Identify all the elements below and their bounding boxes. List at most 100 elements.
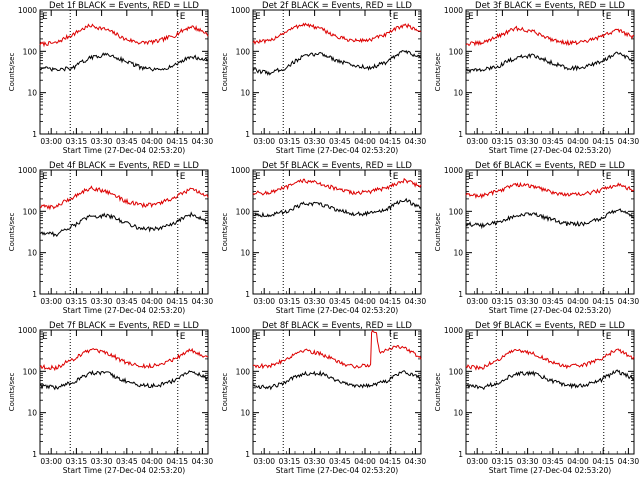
y-axis-label: Counts/sec [434, 53, 442, 92]
event-rate-line [252, 49, 422, 76]
y-tick-label: 100 [23, 207, 38, 216]
x-axis-label: Start Time (27-Dec-04 02:53:20) [489, 466, 611, 475]
x-tick-label: 03:45 [329, 457, 351, 466]
lld-rate-line [252, 22, 422, 45]
y-tick-label: 1 [458, 290, 463, 299]
y-axis-label: Counts/sec [221, 213, 229, 252]
x-tick-label: 03:00 [40, 137, 62, 146]
y-tick-label: 100 [23, 47, 38, 56]
x-tick-label: 04:00 [354, 137, 376, 146]
x-tick-label: 04:30 [192, 297, 214, 306]
panel-title: Det 8f BLACK = Events, RED = LLD [262, 321, 412, 331]
y-tick-label: 1000 [18, 6, 37, 15]
y-tick-label: 10 [240, 89, 250, 98]
x-axis-label: Start Time (27-Dec-04 02:53:20) [276, 306, 398, 315]
y-tick-label: 1 [245, 450, 250, 459]
x-tick-label: 03:00 [466, 297, 488, 306]
x-tick-label: 03:15 [492, 137, 514, 146]
x-tick-label: 04:15 [592, 137, 614, 146]
x-tick-label: 03:45 [116, 457, 138, 466]
y-tick-label: 10 [27, 89, 37, 98]
e-marker-label: E [180, 172, 186, 182]
lld-rate-line [465, 181, 635, 199]
y-tick-label: 1000 [231, 166, 250, 175]
x-tick-label: 03:30 [517, 297, 539, 306]
x-tick-label: 03:45 [542, 297, 564, 306]
lld-rate-line [252, 329, 422, 370]
plot-frame [465, 169, 635, 295]
y-tick-label: 1 [32, 450, 37, 459]
lld-rate-line [465, 348, 635, 371]
lld-rate-line [252, 177, 422, 196]
detector-panel: Det 7f BLACK = Events, RED = LLD Counts/s… [8, 321, 213, 475]
e-marker-label: E [393, 12, 399, 22]
y-tick-label: 10 [27, 409, 37, 418]
panel-title: Det 2f BLACK = Events, RED = LLD [262, 1, 412, 11]
detector-panel: Det 2f BLACK = Events, RED = LLD Counts/s… [221, 1, 426, 155]
event-rate-line [252, 197, 422, 218]
plot-frame [39, 169, 209, 295]
x-tick-label: 03:15 [279, 297, 301, 306]
x-tick-label: 04:15 [379, 297, 401, 306]
x-tick-label: 04:00 [567, 297, 589, 306]
y-tick-label: 100 [23, 367, 38, 376]
y-axis-label: Counts/sec [221, 53, 229, 92]
y-tick-label: 1000 [18, 166, 37, 175]
detector-panel: Det 5f BLACK = Events, RED = LLD Counts/s… [221, 161, 426, 315]
x-tick-label: 03:15 [492, 297, 514, 306]
y-tick-label: 1000 [444, 326, 463, 335]
e-marker-label: E [606, 12, 612, 22]
x-tick-label: 04:15 [379, 137, 401, 146]
y-axis-label: Counts/sec [434, 213, 442, 252]
x-axis-label: Start Time (27-Dec-04 02:53:20) [489, 306, 611, 315]
detector-panel: Det 8f BLACK = Events, RED = LLD Counts/s… [221, 321, 426, 475]
x-tick-label: 03:30 [304, 457, 326, 466]
e-marker-label: E [42, 332, 48, 342]
x-tick-label: 04:00 [354, 457, 376, 466]
y-tick-label: 100 [449, 47, 464, 56]
y-tick-label: 100 [236, 207, 251, 216]
x-tick-label: 03:30 [517, 137, 539, 146]
e-marker-label: E [180, 332, 186, 342]
x-tick-label: 04:00 [141, 457, 163, 466]
panel-title: Det 5f BLACK = Events, RED = LLD [262, 161, 412, 171]
y-tick-label: 1 [245, 290, 250, 299]
y-tick-label: 1000 [444, 6, 463, 15]
lld-rate-line [39, 347, 209, 372]
y-tick-label: 1 [32, 130, 37, 139]
x-tick-label: 04:00 [567, 457, 589, 466]
e-marker-label: E [393, 172, 399, 182]
detector-panel: Det 6f BLACK = Events, RED = LLD Counts/s… [434, 161, 639, 315]
panel-title: Det 3f BLACK = Events, RED = LLD [475, 1, 625, 11]
x-tick-label: 03:00 [40, 297, 62, 306]
x-tick-label: 03:45 [116, 297, 138, 306]
x-tick-label: 03:00 [466, 137, 488, 146]
y-axis-label: Counts/sec [8, 213, 16, 252]
y-tick-label: 1000 [231, 6, 250, 15]
e-marker-label: E [180, 12, 186, 22]
x-tick-label: 04:15 [592, 297, 614, 306]
y-tick-label: 10 [453, 409, 463, 418]
x-tick-label: 03:30 [91, 137, 113, 146]
x-tick-label: 03:15 [66, 297, 88, 306]
x-tick-label: 03:00 [40, 457, 62, 466]
e-marker-label: E [468, 172, 474, 182]
e-marker-label: E [606, 172, 612, 182]
x-tick-label: 04:15 [166, 297, 188, 306]
x-tick-label: 03:30 [91, 457, 113, 466]
x-tick-label: 04:15 [592, 457, 614, 466]
x-axis-label: Start Time (27-Dec-04 02:53:20) [63, 306, 185, 315]
x-tick-label: 03:30 [91, 297, 113, 306]
x-tick-label: 04:00 [141, 297, 163, 306]
x-tick-label: 04:15 [166, 457, 188, 466]
e-marker-label: E [255, 172, 261, 182]
y-tick-label: 1000 [444, 166, 463, 175]
panel-title: Det 9f BLACK = Events, RED = LLD [475, 321, 625, 331]
y-tick-label: 1000 [231, 326, 250, 335]
x-axis-label: Start Time (27-Dec-04 02:53:20) [63, 466, 185, 475]
y-tick-label: 10 [453, 89, 463, 98]
y-tick-label: 10 [240, 249, 250, 258]
y-tick-label: 1 [458, 130, 463, 139]
e-marker-label: E [468, 332, 474, 342]
